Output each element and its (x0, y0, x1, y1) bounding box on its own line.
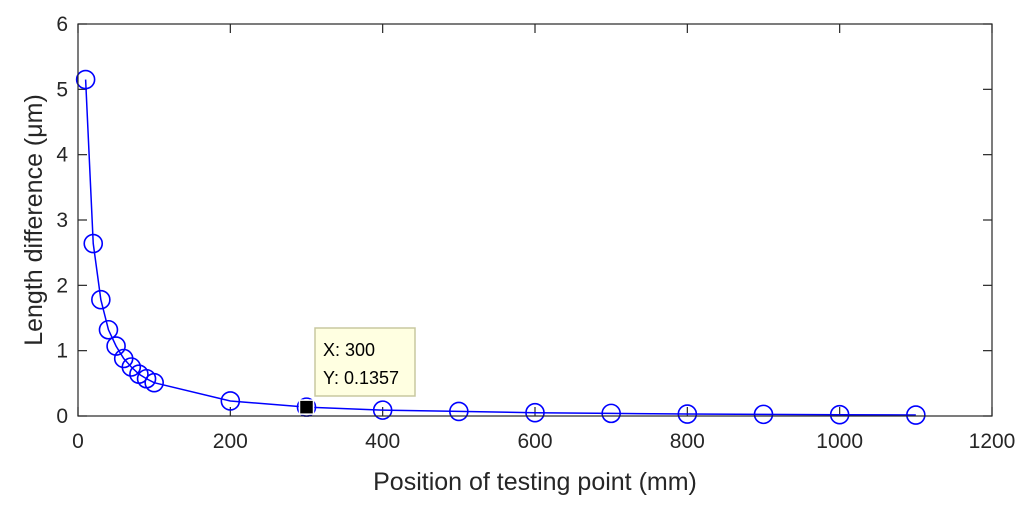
data-point[interactable] (83, 233, 104, 254)
y-tick-label: 0 (56, 405, 68, 428)
x-tick-label: 400 (365, 430, 400, 453)
y-tick-label: 6 (56, 13, 68, 36)
datatip-y-label: Y: 0.1357 (323, 368, 399, 388)
y-ticks: 0 1 2 3 4 5 6 (56, 13, 992, 428)
data-point[interactable] (677, 404, 698, 424)
series-line (84, 79, 916, 416)
y-tick-label: 4 (56, 144, 68, 167)
datatip[interactable]: X: 300 Y: 0.1357 (314, 327, 416, 397)
data-point[interactable] (906, 405, 926, 425)
y-tick-label: 3 (56, 209, 68, 232)
datatip-marker[interactable] (298, 399, 315, 415)
y-tick-label: 5 (56, 78, 68, 101)
plot-background (78, 24, 992, 416)
data-point[interactable] (449, 401, 469, 422)
x-tick-label: 600 (517, 430, 552, 453)
plot-frame (77, 23, 993, 417)
series-group (75, 69, 926, 425)
data-point[interactable] (829, 404, 850, 425)
y-tick-label: 1 (56, 340, 68, 363)
y-tick-label: 2 (56, 274, 68, 297)
data-point[interactable] (91, 289, 111, 310)
data-point[interactable] (98, 319, 119, 340)
x-tick-label: 200 (213, 430, 248, 453)
data-point[interactable] (753, 404, 774, 425)
x-tick-label: 1200 (969, 430, 1016, 453)
data-point[interactable] (75, 69, 96, 90)
x-ticks: 0 200 400 600 800 1000 1200 (72, 24, 1015, 453)
x-axis-label: Position of testing point (mm) (373, 468, 697, 496)
x-tick-label: 0 (72, 430, 84, 453)
data-point[interactable] (220, 391, 241, 411)
datatip-box (314, 327, 416, 397)
x-tick-label: 800 (670, 430, 705, 453)
data-point[interactable] (121, 357, 142, 377)
x-tick-label: 1000 (816, 430, 863, 453)
datatip-x-label: X: 300 (323, 340, 375, 360)
data-point[interactable] (601, 403, 621, 424)
data-point[interactable] (372, 400, 393, 420)
data-point[interactable] (144, 372, 164, 393)
data-point[interactable] (525, 402, 545, 423)
y-axis-label: Length difference (μm) (20, 94, 48, 346)
